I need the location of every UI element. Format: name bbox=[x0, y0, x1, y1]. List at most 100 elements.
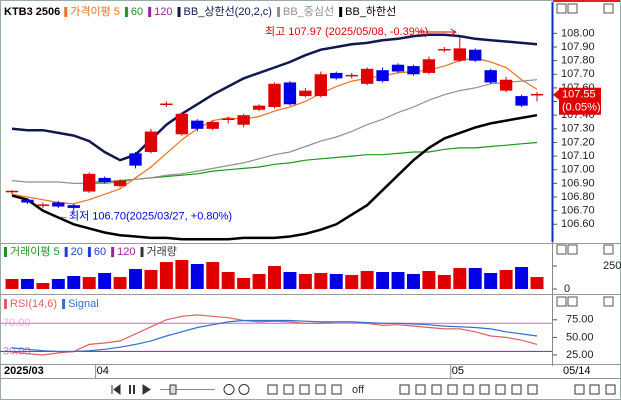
volume-bar bbox=[144, 269, 158, 289]
annotation-arrow bbox=[418, 28, 457, 36]
candle-body bbox=[330, 72, 343, 79]
candle-body bbox=[129, 153, 142, 166]
volume-bar bbox=[190, 263, 204, 289]
legend-label: 거래량 bbox=[147, 245, 177, 258]
y-tick-label: 250,000 bbox=[603, 260, 621, 272]
candle-body bbox=[268, 83, 281, 107]
volume-bar bbox=[159, 262, 173, 289]
toolbar-button[interactable] bbox=[299, 384, 310, 395]
volume-bar bbox=[98, 272, 112, 289]
y-tick-label: 75.00 bbox=[566, 314, 594, 326]
toolbar-button[interactable] bbox=[399, 384, 410, 395]
legend-swatch bbox=[111, 247, 115, 257]
legend-swatch bbox=[148, 7, 152, 17]
toolbar-off[interactable]: off bbox=[352, 384, 365, 396]
candle-body bbox=[299, 90, 312, 97]
volume-bar bbox=[129, 269, 143, 289]
legend-swatch bbox=[87, 247, 91, 257]
series-line bbox=[89, 141, 538, 183]
y-tick-label: 107.00 bbox=[561, 164, 595, 176]
candle-body bbox=[144, 131, 158, 152]
volume-bar bbox=[20, 278, 34, 289]
legend-swatch bbox=[124, 7, 128, 17]
legend-label: 가격이평 5 bbox=[70, 5, 120, 18]
icon[interactable] bbox=[603, 296, 614, 307]
legend-label: 120 bbox=[117, 246, 135, 258]
volume-bar bbox=[314, 272, 328, 289]
toolbar-button[interactable] bbox=[315, 384, 326, 395]
icon[interactable] bbox=[567, 3, 578, 14]
icon[interactable] bbox=[556, 244, 567, 255]
toolbar-button[interactable] bbox=[447, 384, 458, 395]
end-date-label: 05/14 bbox=[563, 365, 591, 377]
y-tick-label: 108.00 bbox=[561, 27, 595, 39]
legend-label: 20 bbox=[71, 246, 83, 258]
volume-bar bbox=[376, 271, 390, 289]
toolbar-button[interactable] bbox=[527, 384, 538, 395]
y-tick-label: 106.60 bbox=[561, 218, 595, 230]
series-line bbox=[11, 319, 538, 353]
toolbar: off bbox=[111, 384, 616, 396]
series-line bbox=[11, 33, 538, 162]
low-annotation: ←최저 106.70(2025/03/27, +0.80%) bbox=[58, 210, 232, 223]
icon[interactable] bbox=[556, 296, 567, 307]
toolbar-button[interactable] bbox=[267, 384, 278, 395]
toolbar-button[interactable] bbox=[463, 384, 474, 395]
candle-body bbox=[98, 177, 111, 182]
panel-icons[interactable] bbox=[556, 3, 614, 307]
icon[interactable] bbox=[567, 296, 578, 307]
toolbar-play[interactable] bbox=[142, 384, 151, 395]
candle-body bbox=[206, 122, 219, 129]
legend-label: 거래이평 5 bbox=[10, 245, 60, 258]
toolbar-button[interactable] bbox=[605, 384, 616, 395]
y-tick-label: 107.30 bbox=[561, 123, 595, 135]
volume-bar bbox=[515, 267, 529, 289]
toolbar-button[interactable] bbox=[415, 384, 426, 395]
icon[interactable] bbox=[603, 3, 614, 14]
toolbar-button[interactable] bbox=[283, 384, 294, 395]
toolbar-button[interactable] bbox=[574, 384, 585, 395]
toolbar-button[interactable] bbox=[495, 384, 506, 395]
volume-bar bbox=[221, 271, 235, 289]
toolbar-button[interactable] bbox=[589, 384, 600, 395]
toolbar-thumb[interactable] bbox=[169, 384, 177, 395]
toolbar-button[interactable] bbox=[479, 384, 490, 395]
icon[interactable] bbox=[556, 3, 567, 14]
candle-body bbox=[283, 82, 297, 105]
y-tick-label: 107.90 bbox=[561, 41, 595, 53]
legend-label: BB_상한선(20,2,c) bbox=[184, 5, 272, 18]
toolbar-button[interactable] bbox=[511, 384, 522, 395]
icon[interactable] bbox=[603, 244, 614, 255]
legend-swatch bbox=[177, 7, 181, 17]
toolbar-first[interactable] bbox=[111, 384, 121, 395]
reference-label: 30.00 bbox=[3, 345, 31, 357]
last-price-marker bbox=[553, 89, 559, 100]
volume-bar bbox=[206, 262, 220, 289]
chart-title: KTB3 2506 bbox=[4, 6, 60, 18]
toolbar-pause[interactable] bbox=[129, 385, 135, 394]
y-tick-label: 106.70 bbox=[561, 205, 595, 217]
volume-bar bbox=[237, 277, 251, 289]
volume-bar bbox=[484, 272, 498, 289]
price-plot bbox=[5, 33, 544, 241]
y-tick-label: 106.80 bbox=[561, 191, 595, 203]
legend-swatch bbox=[4, 299, 7, 309]
volume-bar bbox=[329, 274, 343, 289]
toolbar-button[interactable] bbox=[331, 384, 342, 395]
candle-body bbox=[191, 120, 204, 129]
toolbar-zoom-out[interactable] bbox=[223, 384, 235, 395]
candle-body bbox=[453, 48, 466, 61]
toolbar-button[interactable] bbox=[431, 384, 442, 395]
candle-body bbox=[469, 49, 482, 61]
legend-label: BB_하한선 bbox=[345, 4, 396, 18]
volume-bar bbox=[113, 277, 127, 289]
series-line bbox=[11, 57, 538, 205]
toolbar-zoom-in[interactable] bbox=[238, 384, 250, 395]
volume-bar bbox=[422, 270, 436, 289]
icon[interactable] bbox=[567, 244, 578, 255]
high-annotation: 최고 107.97 (2025/05/08, -0.39%) bbox=[265, 25, 428, 38]
candle-body bbox=[83, 173, 96, 192]
reference-label: 70.00 bbox=[3, 317, 31, 329]
candle-body bbox=[391, 64, 405, 72]
